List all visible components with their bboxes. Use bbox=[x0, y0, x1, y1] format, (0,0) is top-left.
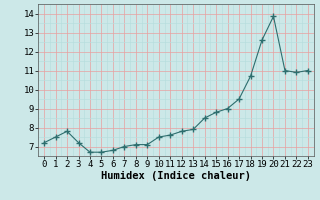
X-axis label: Humidex (Indice chaleur): Humidex (Indice chaleur) bbox=[101, 171, 251, 181]
